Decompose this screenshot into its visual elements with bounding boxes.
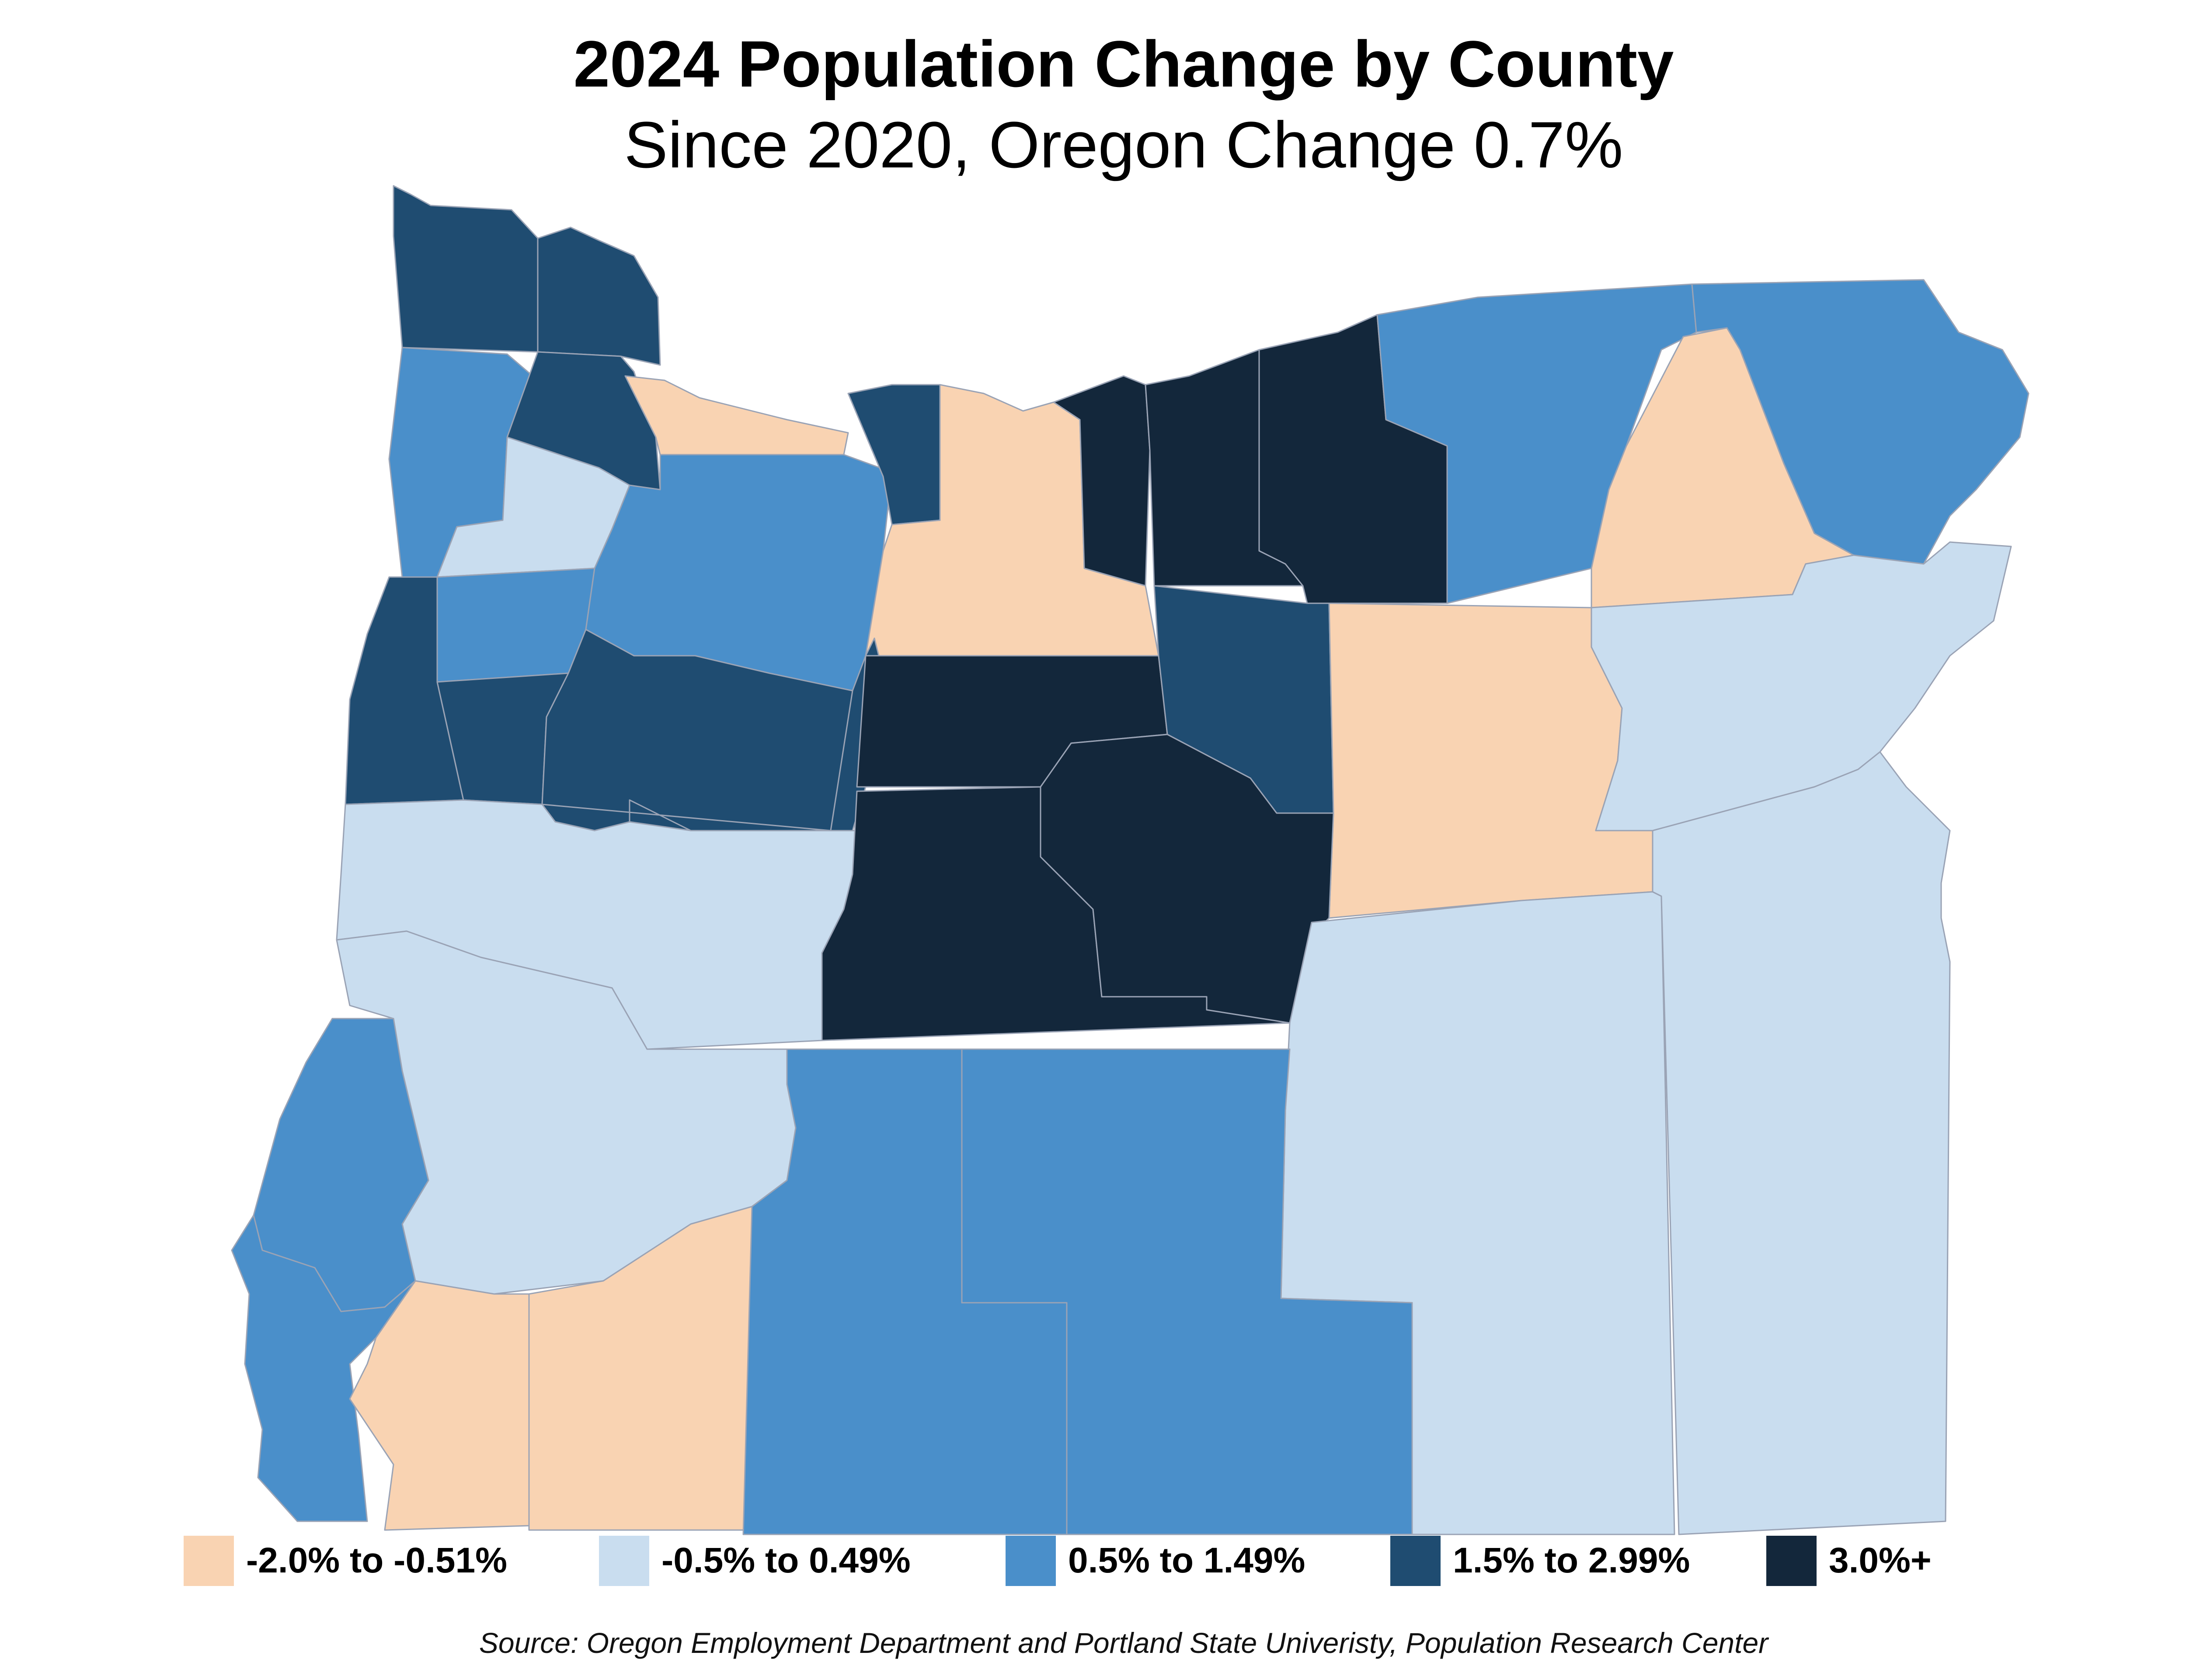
county-curry[interactable] [231, 1214, 416, 1522]
legend: -2.0% to -0.51% -0.5% to 0.49% 0.5% to 1… [0, 1534, 2186, 1600]
legend-swatch [599, 1535, 649, 1586]
map-title: 2024 Population Change by County [573, 27, 1674, 101]
county-josephine[interactable] [349, 1280, 530, 1531]
legend-swatch [1390, 1535, 1441, 1586]
legend-swatch [1006, 1535, 1056, 1586]
county-lake[interactable] [961, 1048, 1413, 1535]
county-multnomah[interactable] [624, 375, 849, 456]
legend-label: 3.0%+ [1829, 1541, 1932, 1580]
source-note: Source: Oregon Employment Department and… [479, 1627, 1768, 1659]
legend-label: -0.5% to 0.49% [661, 1541, 911, 1580]
county-sherman[interactable] [1053, 375, 1151, 587]
county-baker[interactable] [1591, 541, 2012, 831]
county-wallowa[interactable] [1691, 279, 2029, 565]
legend-swatch [184, 1535, 234, 1586]
map-subtitle: Since 2020, Oregon Change 0.7% [624, 108, 1623, 181]
legend-label: 1.5% to 2.99% [1453, 1541, 1690, 1580]
legend-item: -2.0% to -0.51% [184, 1534, 507, 1587]
legend-label: -2.0% to -0.51% [246, 1541, 507, 1580]
legend-item: 1.5% to 2.99% [1390, 1534, 1690, 1587]
county-columbia[interactable] [537, 226, 661, 366]
legend-label: 0.5% to 1.49% [1068, 1541, 1305, 1580]
legend-item: 3.0%+ [1766, 1534, 1932, 1587]
legend-item: 0.5% to 1.49% [1006, 1534, 1305, 1587]
county-clatsop[interactable] [393, 185, 539, 353]
legend-swatch [1766, 1535, 1817, 1586]
legend-item: -0.5% to 0.49% [599, 1534, 911, 1587]
county-malheur[interactable] [1652, 751, 1951, 1535]
